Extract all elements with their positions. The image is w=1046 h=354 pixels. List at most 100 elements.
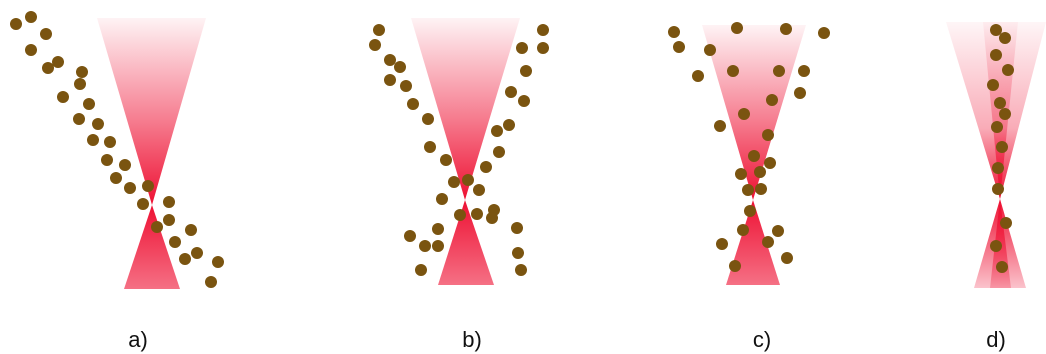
particle [735,168,747,180]
particles [369,24,549,276]
particle [491,125,503,137]
particle [505,86,517,98]
particle [990,24,1002,36]
particle [163,214,175,226]
beam-upper-cone [411,18,520,200]
beam-lower-cone [438,200,494,285]
particle [137,198,149,210]
particle [766,94,778,106]
particle [537,42,549,54]
particle [151,221,163,233]
particle [191,247,203,259]
particle [205,276,217,288]
particle [212,256,224,268]
particle [798,65,810,77]
particle [25,11,37,23]
particles [668,22,830,272]
particle [1002,64,1014,76]
particle [83,98,95,110]
particle [515,264,527,276]
particle [794,87,806,99]
particle [73,113,85,125]
particle [104,136,116,148]
beam-upper-cone [97,18,206,205]
particle [415,264,427,276]
particle [716,238,728,250]
panel-d: d) [946,22,1046,352]
panel-b: b) [369,18,549,352]
particle [400,80,412,92]
particle [454,209,466,221]
particle [163,196,175,208]
particle [471,208,483,220]
particle [987,79,999,91]
particle [518,95,530,107]
particles [987,24,1014,273]
particle [110,172,122,184]
particle [419,240,431,252]
particle [462,174,474,186]
particle [762,129,774,141]
particle [673,41,685,53]
particle [737,224,749,236]
particle [440,154,452,166]
particle [996,261,1008,273]
particle [25,44,37,56]
particle [119,159,131,171]
particle [1000,217,1012,229]
particle [729,260,741,272]
particle [87,134,99,146]
particle [731,22,743,34]
particle [432,240,444,252]
particle [727,65,739,77]
particle [407,98,419,110]
particle [436,193,448,205]
particle [744,205,756,217]
particle [764,157,776,169]
particle [992,162,1004,174]
particle [990,240,1002,252]
particle [373,24,385,36]
particle [818,27,830,39]
particle [773,65,785,77]
particle [124,182,136,194]
particle [994,97,1006,109]
particle [74,78,86,90]
particle [714,120,726,132]
particle [516,42,528,54]
panel-a: a) [10,11,224,352]
particle [668,26,680,38]
panel-label: a) [128,327,148,352]
beam-upper-cone [702,25,806,200]
panel-label: d) [986,327,1006,352]
particle [424,141,436,153]
particle [755,183,767,195]
particle [772,225,784,237]
particle [101,154,113,166]
particle [422,113,434,125]
particle [142,180,154,192]
particle [780,23,792,35]
particle [511,222,523,234]
panel-c: c) [668,22,830,352]
particle [384,74,396,86]
particle [10,18,22,30]
particle [520,65,532,77]
particle [52,56,64,68]
panel-label: c) [753,327,771,352]
particle [537,24,549,36]
particles [10,11,224,288]
particle [999,32,1011,44]
particle [369,39,381,51]
particle [473,184,485,196]
particle [384,54,396,66]
beam-lower-cone [124,205,180,289]
particle [493,146,505,158]
particle [76,66,88,78]
particle [448,176,460,188]
particle [704,44,716,56]
particle [404,230,416,242]
particle [692,70,704,82]
particle [503,119,515,131]
